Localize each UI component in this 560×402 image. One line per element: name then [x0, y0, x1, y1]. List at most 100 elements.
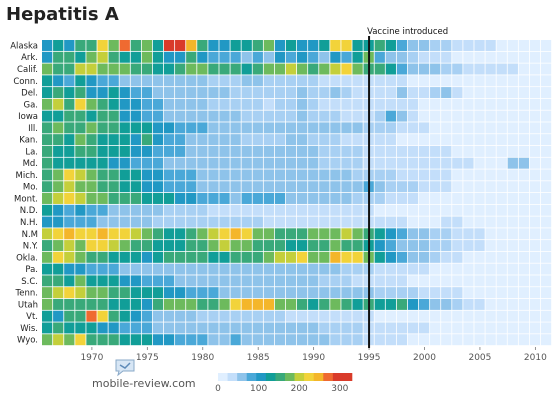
heatmap-cell [152, 298, 164, 310]
heatmap-cell [86, 263, 97, 275]
heatmap-cell [297, 204, 308, 216]
heatmap-cell [396, 251, 408, 263]
heatmap-cell [441, 87, 452, 99]
heatmap-cell [274, 204, 286, 216]
heatmap-cell [208, 63, 219, 75]
heatmap-cell [496, 228, 507, 240]
heatmap-cell [452, 204, 463, 216]
heatmap-cell [208, 275, 219, 287]
heatmap-cell [330, 122, 341, 134]
heatmap-cell [186, 228, 197, 240]
heatmap-cell [119, 63, 130, 75]
heatmap-cell [297, 193, 308, 204]
heatmap-cell [297, 298, 308, 310]
heatmap-cell [540, 204, 552, 216]
heatmap-cell [463, 145, 474, 157]
heatmap-cell [374, 193, 385, 204]
heatmap-cell [341, 275, 352, 287]
heatmap-cell [374, 275, 385, 287]
heatmap-cell [319, 216, 330, 228]
heatmap-cell [285, 51, 297, 63]
heatmap-cell [241, 216, 252, 228]
heatmap-cell [330, 310, 341, 322]
heatmap-cell [252, 122, 263, 134]
heatmap-cell [175, 145, 186, 157]
heatmap-cell [152, 87, 164, 99]
heatmap-cell [418, 122, 430, 134]
heatmap-cell [208, 98, 219, 110]
heatmap-cell [97, 228, 108, 240]
heatmap-cell [175, 310, 186, 322]
heatmap-cell [274, 51, 286, 63]
heatmap-cell [463, 263, 474, 275]
heatmap-cell [496, 334, 507, 346]
heatmap-cell [42, 193, 53, 204]
heatmap-cell [430, 40, 441, 51]
heatmap-cell [452, 122, 463, 134]
heatmap-cell [485, 98, 496, 110]
heatmap-cell [385, 334, 396, 346]
heatmap-cell [252, 75, 263, 87]
heatmap-cell [474, 98, 485, 110]
heatmap-cell [86, 228, 97, 240]
heatmap-cell [319, 204, 330, 216]
heatmap-cell [341, 145, 352, 157]
heatmap-cell [97, 322, 108, 334]
heatmap-cell [385, 169, 396, 181]
heatmap-cell [407, 275, 419, 287]
heatmap-cell [308, 334, 319, 346]
heatmap-cell [152, 157, 164, 169]
heatmap-cell [230, 287, 241, 299]
heatmap-cell [330, 251, 341, 263]
heatmap-cell [441, 322, 452, 334]
heatmap-cell [64, 40, 75, 51]
heatmap-cell [130, 169, 141, 181]
heatmap-cell [474, 63, 485, 75]
heatmap-cell [42, 122, 53, 134]
heatmap-cell [374, 134, 385, 146]
heatmap-cell [496, 63, 507, 75]
heatmap-cell [64, 263, 75, 275]
heatmap-cell [163, 216, 175, 228]
heatmap-cell [97, 193, 108, 204]
heatmap-cell [529, 110, 541, 122]
heatmap-cell [108, 169, 119, 181]
heatmap-cell [507, 275, 518, 287]
heatmap-cell [518, 263, 530, 275]
heatmap-cell [352, 122, 363, 134]
heatmap-cell [108, 63, 119, 75]
heatmap-cell [64, 181, 75, 193]
watermark-logo-icon [115, 359, 135, 377]
year-axis: 1970 1975 1980 1985 1990 1995 2000 2005 2010 [80, 347, 547, 363]
heatmap-cell [108, 98, 119, 110]
heatmap-cell [529, 40, 541, 51]
legend-tick-label: 200 [291, 384, 308, 394]
heatmap-cell [75, 322, 86, 334]
heatmap-cell [341, 334, 352, 346]
heatmap-cell [407, 251, 419, 263]
heatmap-cell [341, 157, 352, 169]
heatmap-cell [330, 169, 341, 181]
heatmap-cell [529, 122, 541, 134]
heatmap-cell [175, 40, 186, 51]
state-label: N.D. [20, 206, 38, 216]
heatmap-cell [308, 63, 319, 75]
heatmap-cell [452, 298, 463, 310]
heatmap-cell [241, 298, 252, 310]
heatmap-cell [529, 251, 541, 263]
heatmap-cell [441, 216, 452, 228]
heatmap-cell [507, 134, 518, 146]
heatmap-cell [374, 157, 385, 169]
heatmap-cell [485, 169, 496, 181]
heatmap-cell [152, 40, 164, 51]
heatmap-cell [297, 98, 308, 110]
heatmap-cell [130, 204, 141, 216]
heatmap-cell [496, 110, 507, 122]
color-legend: 0 100 200 300 [215, 373, 353, 394]
heatmap-cell [197, 228, 208, 240]
heatmap-cell [452, 181, 463, 193]
heatmap-cell [308, 228, 319, 240]
heatmap-cell [330, 216, 341, 228]
heatmap-cell [208, 287, 219, 299]
heatmap-cell [319, 122, 330, 134]
